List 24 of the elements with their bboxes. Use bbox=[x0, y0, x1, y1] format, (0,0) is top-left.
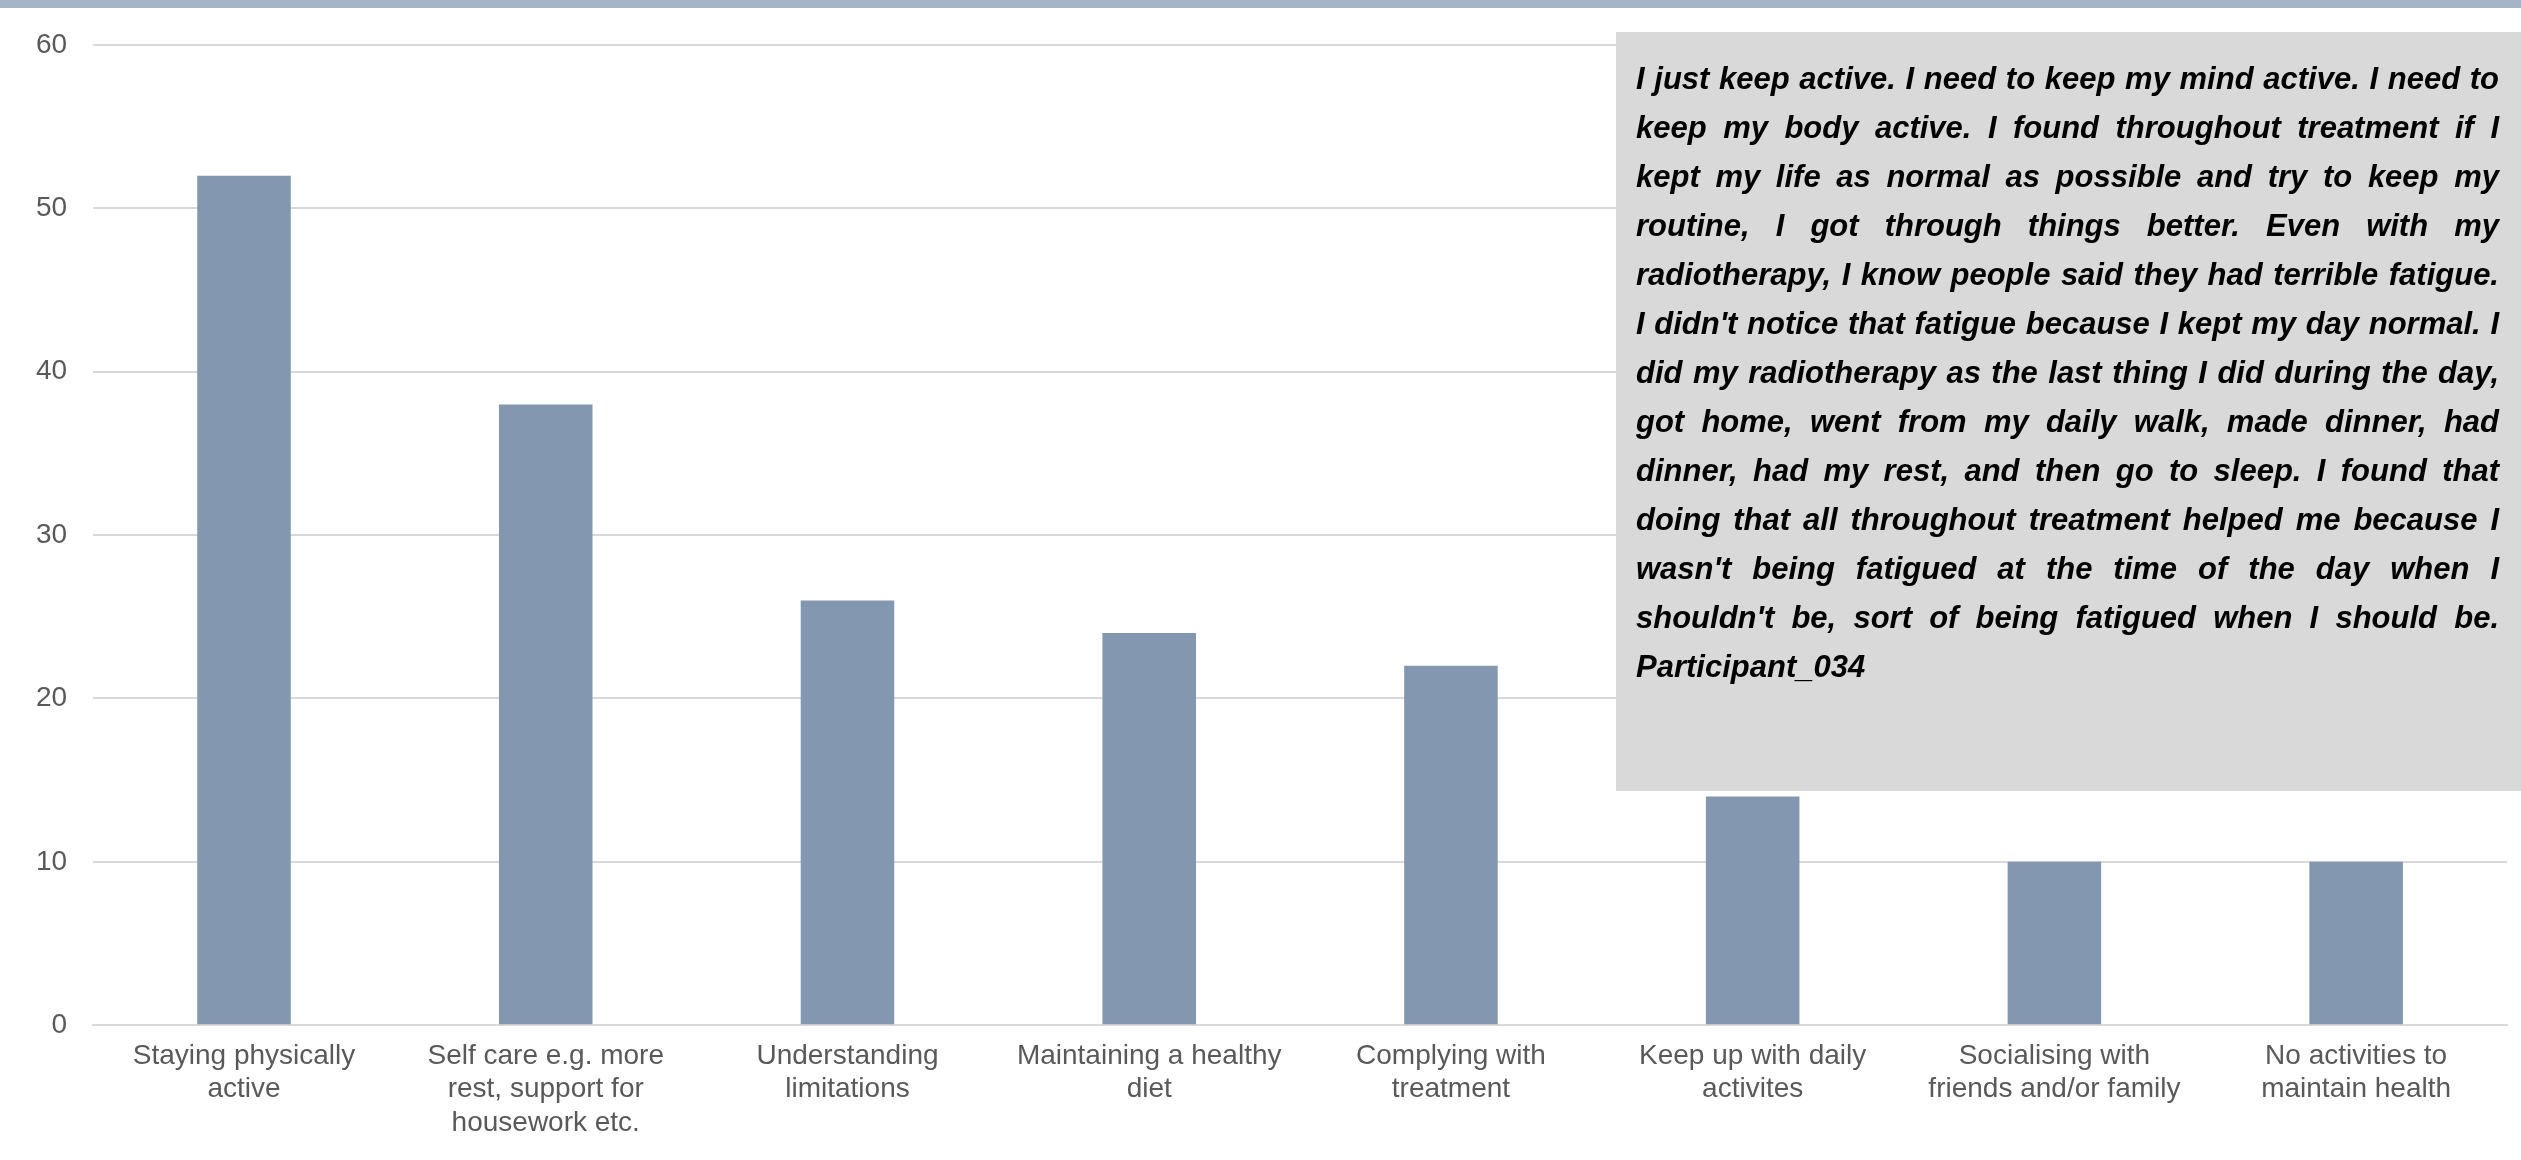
bar bbox=[498, 404, 593, 1025]
quote-callout: I just keep active. I need to keep my mind active. I need to keep my body active. I found throughout treatment if I kept my life as normal as possible and try to keep my routine, I got through things better. Even with my radiotherapy, I know people said they had terrible fatigue. I didn't notice that fatigue because I kept my day normal. I did my radiotherapy as the last thing I did during the day, got home, went from my daily walk, made dinner, had dinner, had my rest, and then go to sleep. I found that doing that all throughout treatment helped me because I wasn't being fatigued at the time of the day when I shouldn't be, sort of being fatigued when I should be. Participant_034 bbox=[1616, 32, 2521, 791]
x-tick-label: Maintaining a healthy diet bbox=[1016, 1038, 1282, 1104]
y-tick-label: 10 bbox=[35, 844, 68, 876]
bar bbox=[2007, 861, 2102, 1025]
x-tick-label: Understanding limitations bbox=[756, 1038, 939, 1104]
x-tick-label: No activities to maintain health bbox=[2261, 1038, 2452, 1104]
x-tick-label: Keep up with daily activites bbox=[1639, 1038, 1867, 1104]
y-tick-label: 0 bbox=[51, 1007, 68, 1039]
x-tick-label: Staying physically active bbox=[132, 1038, 356, 1104]
bar bbox=[1705, 796, 1800, 1025]
y-tick-label: 60 bbox=[35, 27, 68, 59]
bar bbox=[197, 175, 291, 1025]
x-tick-label: Self care e.g. more rest, support for housework etc. bbox=[427, 1038, 665, 1137]
bar bbox=[1102, 633, 1196, 1025]
bar bbox=[2309, 861, 2403, 1025]
x-tick-label: Socialising with friends and/or family bbox=[1928, 1038, 2181, 1104]
y-tick-label: 40 bbox=[35, 354, 68, 386]
bar bbox=[1404, 665, 1498, 1025]
y-tick-label: 50 bbox=[35, 191, 68, 223]
y-tick-label: 30 bbox=[35, 517, 68, 549]
x-tick-label: Complying with treatment bbox=[1356, 1038, 1546, 1104]
bar bbox=[800, 600, 895, 1025]
y-tick-label: 20 bbox=[35, 681, 68, 713]
